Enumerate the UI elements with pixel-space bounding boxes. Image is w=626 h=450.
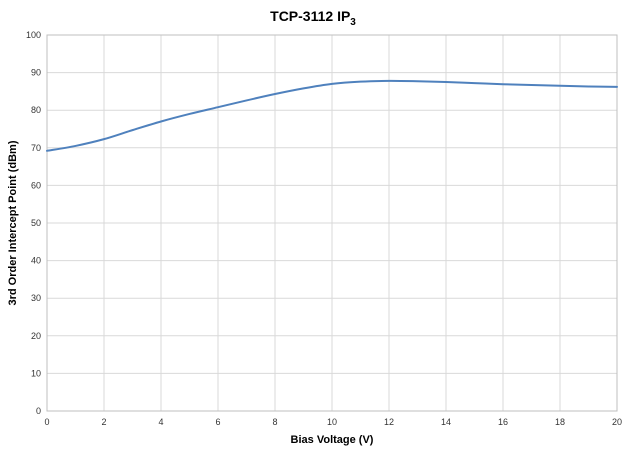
plot-area-border (46, 34, 618, 412)
y-axis-label: 3rd Order Intercept Point (dBm) (7, 140, 19, 305)
chart-title: TCP-3112 IP3 (270, 8, 356, 28)
grid (46, 34, 618, 412)
y-tick-label: 60 (31, 180, 41, 190)
y-tick-label: 10 (31, 368, 41, 378)
x-axis-label: Bias Voltage (V) (291, 434, 374, 446)
y-tick-label: 90 (31, 68, 41, 78)
y-tick-label: 30 (31, 293, 41, 303)
y-tick-label: 80 (31, 105, 41, 115)
x-tick-label: 18 (555, 417, 565, 427)
x-tick-label: 4 (158, 417, 163, 427)
series-group (46, 79, 618, 152)
x-tick-label: 8 (272, 417, 277, 427)
y-axis-ticks: 0 10 20 30 40 50 60 70 80 90 100 (26, 30, 41, 416)
chart-title-main: TCP-3112 IP (270, 8, 350, 24)
chart-title-subscript: 3 (350, 17, 356, 28)
y-tick-label: 70 (31, 143, 41, 153)
x-tick-label: 2 (101, 417, 106, 427)
y-tick-label: 100 (26, 30, 41, 40)
x-tick-label: 0 (44, 417, 49, 427)
x-tick-label: 20 (612, 417, 622, 427)
x-axis-ticks: 0 2 4 6 8 10 12 14 16 18 20 (44, 417, 622, 427)
x-tick-label: 16 (498, 417, 508, 427)
x-tick-label: 12 (384, 417, 394, 427)
y-tick-label: 20 (31, 331, 41, 341)
x-tick-label: 10 (327, 417, 337, 427)
y-tick-label: 0 (36, 406, 41, 416)
y-tick-label: 40 (31, 256, 41, 266)
x-tick-label: 6 (215, 417, 220, 427)
y-tick-label: 50 (31, 218, 41, 228)
series-line-ip3 (46, 79, 618, 152)
x-tick-label: 14 (441, 417, 451, 427)
